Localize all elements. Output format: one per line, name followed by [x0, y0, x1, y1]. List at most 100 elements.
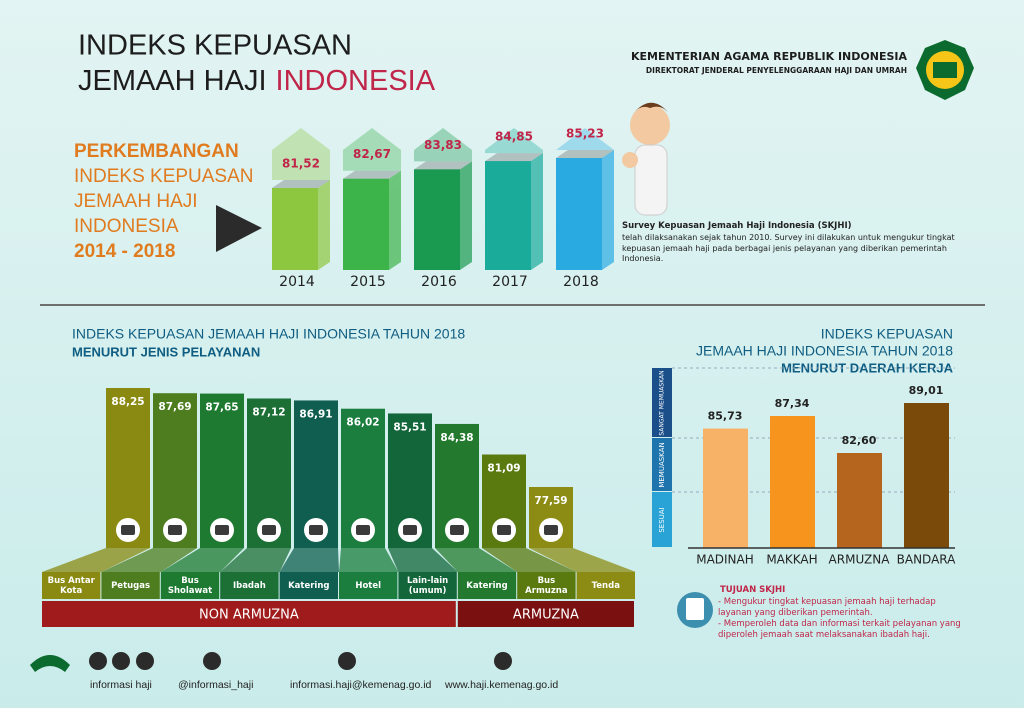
footer-text: informasi.haji@kemenag.go.id — [290, 679, 432, 691]
chart-title-line: JEMAAH HAJI INDONESIA TAHUN 2018 — [696, 343, 953, 359]
directorate: DIREKTORAT JENDERAL PENYELENGGARAAN HAJI… — [646, 66, 907, 75]
footer-text: informasi haji — [90, 679, 152, 691]
x-tick-label: 2018 — [563, 274, 599, 290]
bar-top — [556, 150, 614, 158]
value-label: 87,12 — [252, 406, 285, 418]
title-highlight: INDONESIA — [276, 65, 436, 97]
icon-glyph — [121, 525, 135, 535]
bar — [703, 428, 748, 548]
band — [652, 368, 672, 437]
category-cell — [457, 572, 517, 599]
chart-title-line: INDEKS KEPUASAN — [821, 326, 953, 342]
social-icon — [136, 652, 154, 670]
fan — [339, 548, 399, 572]
bar-top — [272, 180, 330, 188]
bar — [904, 403, 949, 548]
band-label: SANGAT MEMUASKAN — [659, 370, 666, 435]
chart-title: INDEKS KEPUASAN JEMAAH HAJI INDONESIA TA… — [72, 326, 465, 342]
bar-top — [343, 170, 401, 179]
icon-glyph — [497, 525, 511, 535]
value-label: 87,69 — [158, 401, 191, 413]
fan — [529, 548, 636, 572]
category-cell — [160, 572, 220, 599]
title-part: JEMAAH HAJI — [78, 65, 267, 97]
x-tick-label: Petugas — [111, 581, 151, 591]
icon-glyph — [215, 525, 229, 535]
bar-ghost — [556, 128, 614, 150]
bar — [485, 161, 531, 270]
bar-ghost — [414, 128, 472, 162]
chart-title-line: INDEKS KEPUASAN — [74, 166, 254, 187]
arrow — [216, 205, 262, 252]
bar-top — [414, 161, 472, 170]
group-band — [457, 601, 634, 627]
icon-glyph — [356, 525, 370, 535]
bar-side — [602, 150, 614, 270]
band — [652, 438, 672, 491]
x-tick-label: Bus Armuzna — [525, 576, 568, 596]
value-label: 86,02 — [346, 417, 379, 429]
ministry: KEMENTERIAN AGAMA REPUBLIK INDONESIA — [631, 50, 908, 63]
x-tick-label: Katering — [288, 581, 330, 591]
bar — [837, 453, 882, 548]
x-tick-label: MAKKAH — [766, 553, 817, 567]
footer-text: www.haji.kemenag.go.id — [444, 679, 558, 691]
bar-top — [485, 153, 543, 162]
value-label: 81,09 — [487, 462, 520, 474]
value-label: 85,23 — [566, 127, 604, 141]
bar — [272, 188, 318, 270]
chart-title-line: INDONESIA — [74, 216, 179, 237]
mascot — [622, 102, 670, 216]
purpose-title: TUJUAN SKJHI — [720, 585, 786, 595]
category-cell — [576, 572, 635, 599]
category-cell — [339, 572, 398, 599]
footer-logo — [30, 655, 70, 672]
group-label: NON ARMUZNA — [199, 608, 299, 623]
icon-glyph — [309, 525, 323, 535]
icon-glyph — [544, 525, 558, 535]
bar-ghost — [343, 128, 401, 171]
purpose-item: - Mengukur tingkat kepuasan jemaah haji … — [718, 597, 936, 618]
bar-side — [531, 153, 543, 270]
group-band — [42, 601, 456, 627]
fan — [435, 548, 518, 572]
fan — [388, 548, 458, 572]
bar-side — [318, 180, 330, 270]
band-label: SESUAI — [658, 507, 666, 532]
x-tick-label: 2014 — [279, 274, 315, 290]
bar-side — [460, 161, 472, 270]
value-label: 84,85 — [495, 130, 533, 144]
fan — [101, 548, 197, 572]
chart-title-line: PERKEMBANGAN — [74, 141, 239, 162]
value-label: 88,25 — [111, 396, 144, 408]
bar — [770, 416, 815, 548]
title-line1: INDEKS KEPUASAN — [78, 30, 352, 62]
band-label: MEMUASKAN — [658, 442, 666, 487]
value-label: 77,59 — [534, 495, 567, 507]
bar-ghost — [485, 128, 543, 154]
bar — [343, 178, 389, 270]
chart-subtitle: MENURUT JENIS PELAYANAN — [72, 344, 260, 359]
bar-side — [389, 170, 401, 270]
survey-text: telah dilaksanakan sejak tahun 2010. Sur… — [622, 233, 955, 263]
bar — [556, 158, 602, 270]
group-label: ARMUZNA — [513, 608, 579, 623]
purpose-icon-glyph — [686, 598, 704, 620]
value-label: 85,73 — [708, 410, 743, 423]
icon-glyph — [262, 525, 276, 535]
category-cell — [398, 572, 457, 599]
value-label: 82,60 — [842, 434, 877, 447]
value-label: 87,65 — [205, 402, 238, 414]
category-cell — [517, 572, 576, 599]
value-label: 81,52 — [282, 157, 320, 171]
footer-text: @informasi_haji — [178, 679, 253, 691]
fan — [160, 548, 244, 572]
title-line2: JEMAAH HAJI INDONESIA — [78, 65, 436, 97]
value-label: 83,83 — [424, 138, 462, 152]
chart-title-line: JEMAAH HAJI — [74, 191, 198, 212]
icon-glyph — [403, 525, 417, 535]
band — [652, 492, 672, 547]
bar — [414, 169, 460, 270]
